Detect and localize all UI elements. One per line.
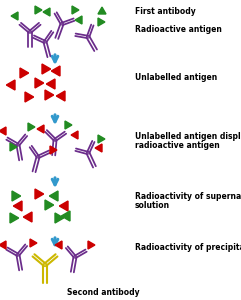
- Polygon shape: [30, 239, 37, 247]
- Polygon shape: [42, 64, 51, 74]
- Text: Second antibody: Second antibody: [67, 288, 140, 297]
- Polygon shape: [59, 201, 68, 211]
- Polygon shape: [43, 8, 50, 16]
- Polygon shape: [56, 91, 65, 101]
- Polygon shape: [46, 79, 55, 89]
- Polygon shape: [35, 6, 42, 14]
- Text: Unlabelled antigen: Unlabelled antigen: [135, 74, 217, 82]
- Polygon shape: [0, 241, 6, 249]
- Polygon shape: [75, 16, 82, 24]
- Polygon shape: [6, 80, 15, 90]
- Text: Radioactivity of precipitate: Radioactivity of precipitate: [135, 243, 241, 252]
- Polygon shape: [55, 213, 64, 223]
- Polygon shape: [88, 241, 95, 249]
- Polygon shape: [65, 121, 72, 129]
- Polygon shape: [0, 127, 6, 135]
- Text: Radioactive antigen: Radioactive antigen: [135, 26, 222, 34]
- Polygon shape: [13, 201, 22, 211]
- Polygon shape: [11, 12, 18, 20]
- Polygon shape: [95, 144, 102, 152]
- Text: Unlabelled antigen displaces: Unlabelled antigen displaces: [135, 132, 241, 141]
- Polygon shape: [49, 191, 58, 201]
- Polygon shape: [20, 68, 29, 78]
- Polygon shape: [50, 146, 57, 154]
- Polygon shape: [35, 78, 44, 88]
- Polygon shape: [37, 125, 44, 133]
- Text: First antibody: First antibody: [135, 8, 196, 16]
- Polygon shape: [72, 6, 79, 14]
- Polygon shape: [45, 200, 54, 210]
- Polygon shape: [10, 143, 17, 151]
- Text: radioactive antigen: radioactive antigen: [135, 141, 220, 150]
- Polygon shape: [98, 7, 106, 14]
- Text: Radioactivity of supernatant: Radioactivity of supernatant: [135, 192, 241, 201]
- Polygon shape: [98, 18, 105, 26]
- Polygon shape: [35, 189, 44, 199]
- Polygon shape: [61, 211, 70, 221]
- Polygon shape: [28, 123, 35, 131]
- Polygon shape: [45, 90, 54, 100]
- Text: solution: solution: [135, 201, 170, 210]
- Polygon shape: [51, 66, 60, 76]
- Polygon shape: [25, 92, 34, 102]
- Polygon shape: [55, 241, 62, 249]
- Polygon shape: [98, 135, 105, 143]
- Polygon shape: [71, 131, 78, 139]
- Polygon shape: [10, 213, 19, 223]
- Polygon shape: [12, 191, 21, 201]
- Polygon shape: [23, 212, 32, 222]
